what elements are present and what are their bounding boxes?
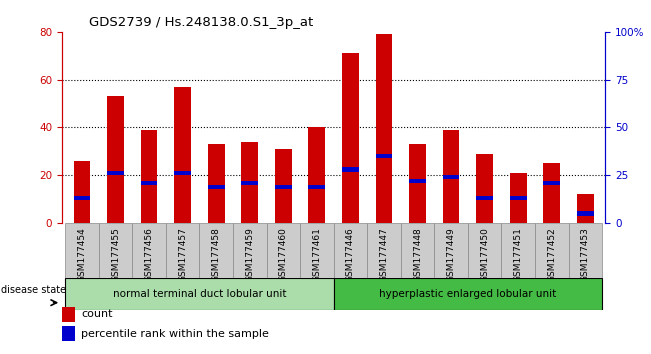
Bar bbox=[166, 223, 199, 278]
Bar bbox=[409, 144, 426, 223]
Bar bbox=[342, 167, 359, 172]
Bar bbox=[510, 196, 527, 200]
Bar bbox=[309, 184, 326, 189]
Bar bbox=[544, 181, 560, 185]
Text: GSM177451: GSM177451 bbox=[514, 227, 523, 282]
Bar bbox=[242, 142, 258, 223]
Bar bbox=[132, 223, 166, 278]
Bar bbox=[65, 278, 333, 310]
Bar bbox=[333, 223, 367, 278]
Bar bbox=[443, 130, 460, 223]
Bar bbox=[434, 223, 468, 278]
Bar bbox=[208, 184, 225, 189]
Text: GSM177447: GSM177447 bbox=[380, 227, 389, 282]
Bar bbox=[409, 179, 426, 183]
Bar bbox=[568, 223, 602, 278]
Bar bbox=[107, 171, 124, 176]
Bar bbox=[62, 326, 75, 341]
Text: GSM177450: GSM177450 bbox=[480, 227, 489, 282]
Text: GSM177448: GSM177448 bbox=[413, 227, 422, 282]
Bar bbox=[376, 154, 393, 158]
Bar bbox=[300, 223, 333, 278]
Bar bbox=[99, 223, 132, 278]
Bar bbox=[577, 211, 594, 216]
Bar bbox=[174, 171, 191, 176]
Text: count: count bbox=[81, 309, 113, 319]
Bar bbox=[141, 181, 158, 185]
Text: GSM177455: GSM177455 bbox=[111, 227, 120, 282]
Text: GSM177456: GSM177456 bbox=[145, 227, 154, 282]
Bar bbox=[174, 87, 191, 223]
Bar bbox=[577, 194, 594, 223]
Bar bbox=[242, 181, 258, 185]
Bar bbox=[233, 223, 266, 278]
Bar bbox=[208, 144, 225, 223]
Bar bbox=[199, 223, 233, 278]
Bar bbox=[62, 307, 75, 321]
Bar bbox=[74, 161, 90, 223]
Bar bbox=[477, 196, 493, 200]
Bar bbox=[501, 223, 535, 278]
Bar bbox=[342, 53, 359, 223]
Bar bbox=[309, 127, 326, 223]
Bar bbox=[401, 223, 434, 278]
Bar bbox=[65, 223, 99, 278]
Bar bbox=[275, 149, 292, 223]
Bar bbox=[141, 130, 158, 223]
Text: GSM177452: GSM177452 bbox=[547, 227, 556, 282]
Bar bbox=[510, 173, 527, 223]
Bar bbox=[443, 175, 460, 179]
Bar bbox=[535, 223, 568, 278]
Text: GSM177453: GSM177453 bbox=[581, 227, 590, 282]
Text: GSM177446: GSM177446 bbox=[346, 227, 355, 282]
Text: hyperplastic enlarged lobular unit: hyperplastic enlarged lobular unit bbox=[380, 289, 557, 299]
Bar bbox=[74, 196, 90, 200]
Text: percentile rank within the sample: percentile rank within the sample bbox=[81, 329, 270, 339]
Bar bbox=[367, 223, 401, 278]
Text: GSM177459: GSM177459 bbox=[245, 227, 255, 282]
Bar bbox=[275, 184, 292, 189]
Text: GDS2739 / Hs.248138.0.S1_3p_at: GDS2739 / Hs.248138.0.S1_3p_at bbox=[89, 16, 313, 29]
Bar bbox=[266, 223, 300, 278]
Bar bbox=[477, 154, 493, 223]
Text: GSM177460: GSM177460 bbox=[279, 227, 288, 282]
Bar bbox=[468, 223, 501, 278]
Text: disease state: disease state bbox=[1, 285, 66, 295]
Text: GSM177454: GSM177454 bbox=[77, 227, 87, 282]
Text: normal terminal duct lobular unit: normal terminal duct lobular unit bbox=[113, 289, 286, 299]
Text: GSM177458: GSM177458 bbox=[212, 227, 221, 282]
Text: GSM177457: GSM177457 bbox=[178, 227, 187, 282]
Text: GSM177449: GSM177449 bbox=[447, 227, 456, 282]
Bar bbox=[544, 163, 560, 223]
Bar bbox=[333, 278, 602, 310]
Text: GSM177461: GSM177461 bbox=[312, 227, 322, 282]
Bar bbox=[107, 96, 124, 223]
Bar bbox=[376, 34, 393, 223]
